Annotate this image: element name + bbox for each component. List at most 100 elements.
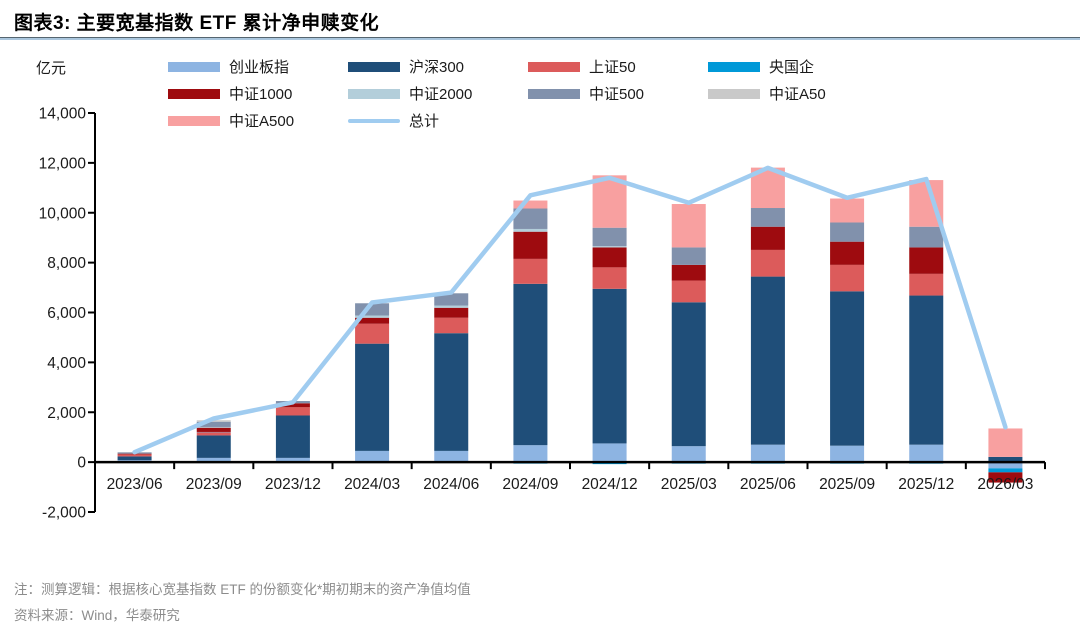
bar-segment-沪深300 [117, 456, 152, 461]
bar-segment-创业板指 [196, 457, 231, 463]
bar-segment-中证A500 [671, 204, 706, 248]
y-tick-label: 2,000 [47, 405, 86, 422]
bar-segment-上证50 [750, 249, 785, 277]
bar-segment-中证A500 [513, 200, 548, 209]
bar-segment-上证50 [671, 280, 706, 303]
x-tick-label: 2023/12 [265, 476, 321, 493]
bar-segment-中证500 [434, 293, 469, 306]
bar-segment-创业板指 [355, 450, 390, 463]
footnote: 注：测算逻辑：根据核心宽基指数 ETF 的份额变化*期初期末的资产净值均值 [14, 582, 471, 597]
bar-segment-中证1000 [592, 247, 627, 268]
legend-item-2: 沪深300 [348, 53, 528, 80]
bar-segment-上证50 [592, 267, 627, 289]
bar-segment-创业板指 [830, 445, 865, 463]
legend-label: 中证A50 [769, 86, 826, 103]
bar-segment-沪深300 [513, 283, 548, 446]
bar-segment-沪深300 [671, 302, 706, 447]
y-tick-label: 4,000 [47, 355, 86, 372]
y-tick-label: 10,000 [39, 205, 87, 222]
legend-item-1: 创业板指 [168, 53, 348, 80]
x-axis-labels: 2023/06 2023/09 2023/12 2024/03 2024/06 2024/… [107, 476, 1034, 493]
bar-segment-中证1000 [513, 231, 548, 259]
x-tick-label: 2024/03 [344, 476, 400, 493]
legend-swatch-icon [168, 88, 220, 99]
bar-segment-沪深300 [275, 415, 310, 458]
bar-segment-中证500 [750, 208, 785, 227]
x-tick-label: 2026/03 [977, 476, 1033, 493]
bar-segment-中证1000 [434, 307, 469, 318]
legend-swatch-icon [348, 88, 400, 99]
bar-segment-沪深300 [909, 295, 944, 445]
bars-layer [117, 167, 1023, 483]
legend-item-8: 中证A50 [708, 80, 888, 107]
x-tick-label: 2025/12 [898, 476, 954, 493]
bar-segment-沪深300 [750, 276, 785, 445]
bar-segment-上证50 [909, 273, 944, 296]
bar-segment-上证50 [434, 317, 469, 334]
legend-swatch-icon [348, 61, 400, 72]
y-tick-label: 8,000 [47, 255, 86, 272]
legend-item-3: 上证50 [528, 53, 708, 80]
bar-segment-沪深300 [434, 333, 469, 451]
bar-segment-中证A500 [592, 175, 627, 228]
x-tick-label: 2025/03 [661, 476, 717, 493]
bar-segment-上证50 [513, 258, 548, 284]
source-note: 资料来源：Wind，华泰研究 [14, 608, 180, 623]
bar-segment-沪深300 [196, 435, 231, 458]
x-tick-label: 2025/09 [819, 476, 875, 493]
bar-segment-沪深300 [592, 288, 627, 444]
bar-segment-创业板指 [592, 443, 627, 463]
bar-segment-创业板指 [909, 444, 944, 463]
bar-segment-中证1000 [750, 226, 785, 250]
y-tick-label: 12,000 [39, 155, 87, 172]
legend-swatch-icon [348, 118, 400, 123]
legend-label: 创业板指 [229, 59, 290, 76]
x-tick-label: 2023/09 [186, 476, 242, 493]
chart-legend: 创业板指 沪深300 上证50 央国企中证1000 中证2000 中证500 中证A50 中证… [168, 53, 912, 134]
y-axis-unit-label: 亿元 [36, 60, 67, 77]
legend-label: 中证1000 [229, 86, 293, 103]
legend-label: 中证2000 [409, 86, 473, 103]
title-divider-dark [0, 37, 1080, 38]
legend-item-7: 中证500 [528, 80, 708, 107]
bar-segment-中证A50 [196, 420, 231, 422]
bar-segment-中证2000 [513, 228, 548, 232]
legend-item-9: 中证A500 [168, 107, 348, 134]
legend-swatch-icon [708, 88, 760, 99]
bar-segment-中证500 [513, 208, 548, 229]
bar-segment-中证500 [196, 421, 231, 427]
bar-segment-中证1000 [830, 241, 865, 265]
bar-segment-沪深300 [830, 291, 865, 446]
legend-label: 中证A500 [229, 113, 295, 130]
legend-label: 央国企 [769, 59, 815, 76]
legend-item-10: 总计 [348, 107, 528, 134]
x-tick-label: 2024/09 [502, 476, 558, 493]
y-tick-label: 6,000 [47, 305, 86, 322]
bar-segment-上证50 [355, 323, 390, 344]
x-tick-label: 2024/12 [582, 476, 638, 493]
bar-segment-创业板指 [671, 446, 706, 463]
y-axis: -2,000 0 2,000 4,000 6,000 8,000 10,000 12,000 1… [39, 106, 95, 522]
legend-label: 总计 [409, 113, 440, 130]
x-tick-label: 2025/06 [740, 476, 796, 493]
bar-segment-中证1000 [671, 264, 706, 281]
bar-segment-中证500 [830, 222, 865, 242]
bar-segment-中证1000 [196, 427, 231, 432]
bar-segment-创业板指 [434, 450, 469, 463]
bar-segment-中证2000 [592, 246, 627, 248]
bar-segment-沪深300 [355, 343, 390, 451]
etf-stacked-bar-chart: -2,000 0 2,000 4,000 6,000 8,000 10,000 12,000 1… [39, 106, 1046, 522]
x-tick-label: 2024/06 [423, 476, 479, 493]
bar-segment-沪深300 [988, 456, 1023, 463]
bar-segment-中证1000 [909, 247, 944, 274]
legend-swatch-icon [168, 61, 220, 72]
bar-segment-中证2000 [355, 315, 390, 318]
legend-label: 中证500 [589, 86, 645, 103]
legend-swatch-icon [168, 115, 220, 126]
legend-label: 上证50 [589, 59, 636, 76]
bar-segment-中证500 [909, 226, 944, 248]
bar-segment-中证500 [671, 247, 706, 265]
page-title: 图表3: 主要宽基指数 ETF 累计净申赎变化 [14, 13, 380, 34]
legend-label: 沪深300 [409, 59, 465, 76]
bar-segment-中证2000 [196, 426, 231, 428]
